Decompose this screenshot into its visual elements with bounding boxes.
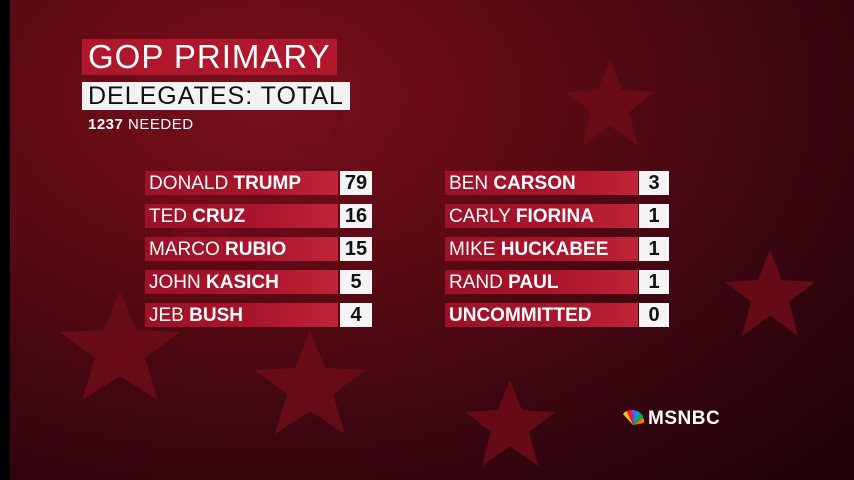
candidate-name: RAND PAUL <box>445 270 638 294</box>
delegate-count: 5 <box>340 270 372 294</box>
candidate-name: JOHN KASICH <box>145 270 338 294</box>
page-subtitle: DELEGATES: TOTAL <box>82 82 350 110</box>
network-logo-text: MSNBC <box>648 408 721 429</box>
first-name: CARLY <box>449 206 516 227</box>
last-name: HUCKABEE <box>500 239 609 260</box>
delegate-count: 4 <box>340 303 372 327</box>
delegate-count: 3 <box>639 171 669 195</box>
delegate-count: 1 <box>639 204 669 228</box>
first-name: JOHN <box>149 272 206 293</box>
candidate-name: MIKE HUCKABEE <box>445 237 638 261</box>
delegate-count: 1 <box>639 237 669 261</box>
network-logo: MSNBC <box>623 408 721 430</box>
candidate-name: JEB BUSH <box>145 303 338 327</box>
peacock-icon <box>623 410 645 425</box>
first-name: RAND <box>449 272 509 293</box>
candidate-name: MARCO RUBIO <box>145 237 338 261</box>
candidate-name: DONALD TRUMP <box>145 171 338 195</box>
last-name: BUSH <box>189 305 243 326</box>
graphic-background: GOP PRIMARY DELEGATES: TOTAL 1237 NEEDED… <box>10 0 854 480</box>
delegate-count: 15 <box>340 237 372 261</box>
candidate-name: BEN CARSON <box>445 171 638 195</box>
last-name: RUBIO <box>225 239 287 260</box>
first-name: JEB <box>149 305 190 326</box>
candidate-name: CARLY FIORINA <box>445 204 638 228</box>
first-name: BEN <box>449 173 494 194</box>
delegate-count: 0 <box>639 303 669 327</box>
last-name: FIORINA <box>515 206 594 227</box>
delegate-count: 79 <box>340 171 372 195</box>
last-name: CARSON <box>493 173 576 194</box>
candidate-name: UNCOMMITTED <box>445 303 638 327</box>
last-name: CRUZ <box>192 206 246 227</box>
needed-number: 1237 <box>88 116 124 133</box>
delegates-needed: 1237 NEEDED <box>88 116 194 133</box>
last-name: PAUL <box>508 272 559 293</box>
candidate-name: TED CRUZ <box>145 204 338 228</box>
delegate-count: 16 <box>340 204 372 228</box>
first-name: DONALD <box>149 173 234 194</box>
delegate-count: 1 <box>639 270 669 294</box>
needed-label: NEEDED <box>128 116 194 133</box>
last-name: TRUMP <box>233 173 302 194</box>
first-name: MARCO <box>149 239 225 260</box>
last-name: UNCOMMITTED <box>449 305 592 326</box>
page-title: GOP PRIMARY <box>82 39 337 75</box>
first-name: MIKE <box>449 239 501 260</box>
first-name: TED <box>149 206 193 227</box>
last-name: KASICH <box>206 272 279 293</box>
